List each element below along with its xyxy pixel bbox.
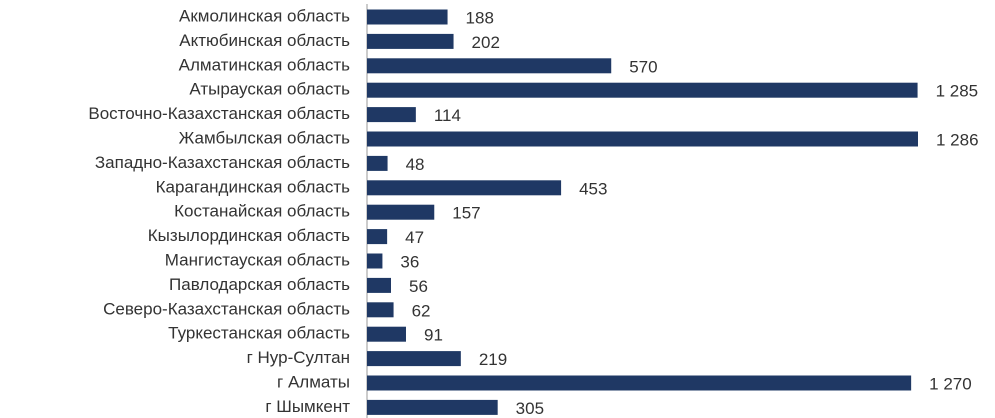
category-label: г Алматы xyxy=(277,372,350,391)
value-label: 202 xyxy=(472,33,500,52)
bar xyxy=(367,302,394,318)
bar xyxy=(367,33,454,49)
bar xyxy=(367,58,612,74)
value-label: 1 285 xyxy=(936,82,979,101)
value-label: 453 xyxy=(579,179,607,198)
category-label: Павлодарская область xyxy=(169,275,350,294)
value-label: 188 xyxy=(466,8,494,27)
category-label: Жамбылская область xyxy=(179,128,350,147)
bar xyxy=(367,277,391,293)
value-label: 114 xyxy=(434,106,461,125)
value-label: 47 xyxy=(405,228,424,247)
category-label: Северо-Казахстанская область xyxy=(103,299,350,318)
value-label: 48 xyxy=(406,155,425,174)
bar xyxy=(367,180,562,196)
bar xyxy=(367,399,498,415)
category-label: Костанайская область xyxy=(174,202,350,221)
value-label: 570 xyxy=(629,57,657,76)
category-label: г Шымкент xyxy=(265,397,350,416)
category-label: Западно-Казахстанская область xyxy=(95,153,350,172)
category-label: Туркестанская область xyxy=(168,324,350,343)
value-label: 56 xyxy=(409,277,428,296)
category-label: г Нур-Султан xyxy=(247,348,350,367)
category-label: Мангистауская область xyxy=(165,250,350,269)
value-label: 1 270 xyxy=(929,374,972,393)
value-label: 219 xyxy=(479,350,507,369)
value-label: 91 xyxy=(424,326,443,345)
category-label: Кызылординская область xyxy=(148,226,350,245)
bar xyxy=(367,9,448,25)
bar xyxy=(367,326,406,342)
value-label: 62 xyxy=(412,301,431,320)
bar xyxy=(367,351,461,367)
bar xyxy=(367,107,416,123)
bar xyxy=(367,229,388,245)
bar xyxy=(367,131,918,147)
value-label: 305 xyxy=(516,399,544,418)
value-label: 1 286 xyxy=(936,130,979,149)
bar xyxy=(367,375,912,391)
category-label: Атырауская область xyxy=(189,80,350,99)
category-label: Восточно-Казахстанская область xyxy=(88,104,350,123)
bar xyxy=(367,82,918,98)
category-label: Карагандинская область xyxy=(156,177,351,196)
value-label: 36 xyxy=(400,252,419,271)
bar xyxy=(367,253,383,269)
value-label: 157 xyxy=(452,204,480,223)
category-label: Акмолинская область xyxy=(179,6,350,25)
bar xyxy=(367,204,435,220)
bar xyxy=(367,155,388,171)
category-label: Актюбинская область xyxy=(179,31,350,50)
category-label: Алматинская область xyxy=(179,55,350,74)
